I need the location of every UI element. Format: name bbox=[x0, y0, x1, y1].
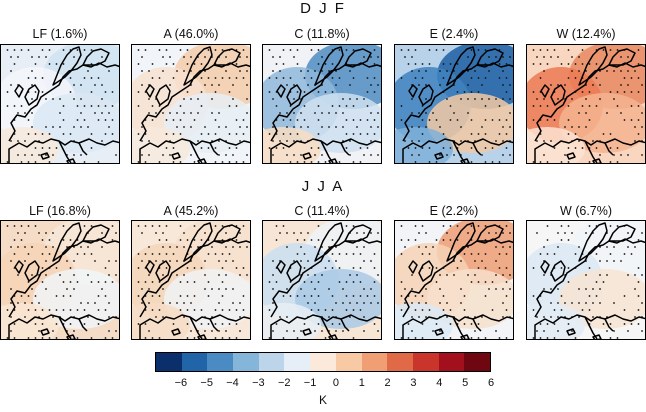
colorbar-segment bbox=[181, 353, 208, 371]
colorbar-tick-label: −3 bbox=[252, 377, 265, 389]
colorbar-segment bbox=[387, 353, 413, 371]
colorbar-segment bbox=[310, 353, 336, 371]
colorbar-tick-label: 2 bbox=[384, 377, 391, 389]
colorbar-segment bbox=[412, 353, 439, 371]
colorbar-tick-label: 3 bbox=[410, 377, 417, 389]
colorbar-tick-label: 1 bbox=[358, 377, 365, 389]
colorbar-segment bbox=[156, 353, 182, 371]
colorbar-unit-label: K bbox=[318, 393, 327, 407]
colorbar-tick-label: 6 bbox=[487, 377, 495, 389]
panel-title-jja-lf: LF (16.8%) bbox=[29, 204, 91, 218]
colorbar-tick-label: −6 bbox=[174, 377, 188, 389]
colorbar-tick-label: −2 bbox=[277, 377, 291, 389]
map-panel-djf-lf bbox=[0, 44, 120, 164]
panel-title-djf-lf: LF (1.6%) bbox=[32, 27, 88, 41]
map-panel-jja-e bbox=[394, 220, 514, 340]
map-panel-djf-e bbox=[394, 44, 514, 164]
panel-title-djf-w: W (12.4%) bbox=[556, 27, 616, 41]
map-panel-djf-c bbox=[262, 44, 382, 164]
map-panel-jja-c bbox=[262, 220, 382, 340]
row-title-djf: D J F bbox=[300, 0, 346, 17]
colorbar-segment bbox=[258, 353, 285, 371]
map-panel-jja-w bbox=[526, 220, 646, 340]
colorbar-segment bbox=[335, 353, 362, 371]
map-panel-jja-a bbox=[131, 220, 251, 340]
colorbar-segment bbox=[233, 353, 259, 371]
map-panel-djf-a bbox=[131, 44, 251, 164]
map-panel-djf-w bbox=[526, 44, 646, 164]
panel-title-djf-e: E (2.4%) bbox=[429, 27, 479, 41]
panel-title-djf-a: A (46.0%) bbox=[163, 27, 219, 41]
colorbar-segment bbox=[284, 353, 311, 371]
colorbar-tick-label: 0 bbox=[332, 377, 339, 389]
colorbar bbox=[155, 352, 491, 372]
colorbar-tick-label: −1 bbox=[303, 377, 317, 389]
panel-title-jja-a: A (45.2%) bbox=[163, 204, 219, 218]
panel-title-jja-c: C (11.4%) bbox=[294, 204, 350, 218]
colorbar-segment bbox=[207, 353, 234, 371]
panel-title-djf-c: C (11.8%) bbox=[294, 27, 350, 41]
map-panel-jja-lf bbox=[0, 220, 120, 340]
panel-title-jja-e: E (2.2%) bbox=[429, 204, 479, 218]
colorbar-segment bbox=[438, 353, 465, 371]
colorbar-tick-label: −4 bbox=[226, 377, 239, 389]
panel-title-jja-w: W (6.7%) bbox=[559, 204, 613, 218]
colorbar-tick-label: 4 bbox=[436, 377, 443, 389]
row-title-jja: J J A bbox=[301, 178, 345, 195]
colorbar-tick-label: 5 bbox=[462, 377, 469, 389]
colorbar-segment bbox=[464, 353, 490, 371]
colorbar-tick-label: −5 bbox=[200, 377, 213, 389]
colorbar-segment bbox=[361, 353, 388, 371]
